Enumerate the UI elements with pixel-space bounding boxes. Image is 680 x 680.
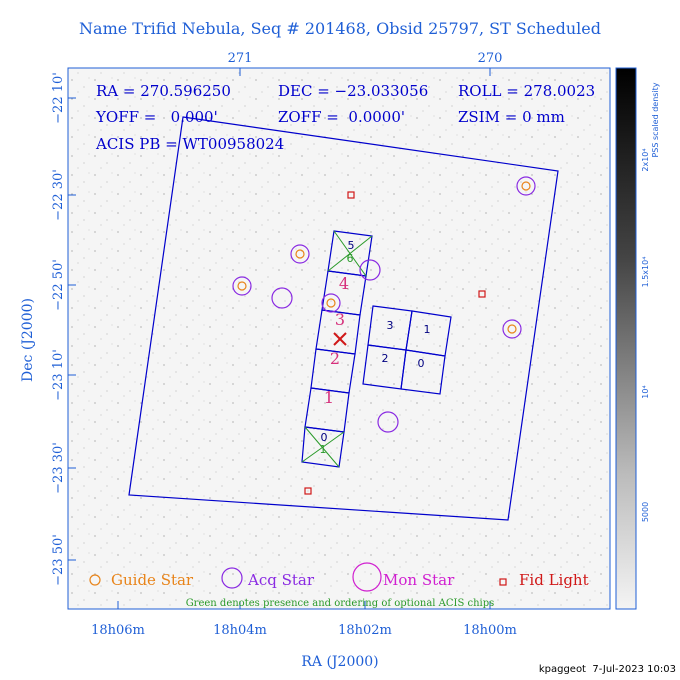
chip-order-label: 6 — [347, 252, 354, 265]
y-axis-title: Dec (J2000) — [20, 298, 36, 382]
legend-fid-symbol — [499, 578, 507, 586]
chip-label: 2 — [382, 352, 389, 365]
left-tick-marks — [68, 97, 76, 561]
x-axis-title: RA (J2000) — [301, 654, 378, 670]
colorbar-tick-label: 1.5x10⁴ — [641, 257, 650, 288]
colorbar-tick-label: 2x10⁴ — [641, 148, 650, 171]
acis-i-array — [362, 305, 452, 395]
plot-title: Name Trifid Nebula, Seq # 201468, Obsid … — [79, 19, 601, 38]
info-yoff: YOFF = 0.000' — [95, 108, 218, 126]
colorbar — [615, 67, 637, 610]
left-tick-label: −22 50' — [51, 259, 66, 311]
info-acis: ACIS PB = WT00958024 — [95, 135, 284, 153]
chip-label: 0 — [418, 357, 425, 370]
legend-note: Green denotes presence and ordering of o… — [186, 598, 495, 609]
bottom-tick-label: 18h02m — [338, 623, 392, 638]
bottom-tick-label: 18h00m — [463, 623, 517, 638]
colorbar-tick-label: 5000 — [641, 502, 650, 522]
info-roll: ROLL = 278.0023 — [458, 82, 595, 100]
legend-acq-label: Acq Star — [247, 571, 315, 589]
left-tick-label: −22 10' — [51, 72, 66, 124]
colorbar-tick-label: 10⁴ — [641, 385, 650, 398]
legend-fid-label: Fid Light — [519, 571, 589, 589]
ccd-label: 3 — [335, 310, 345, 329]
ccd-label: 1 — [324, 388, 334, 407]
legend-mon-symbol — [352, 562, 382, 592]
info-zoff: ZOFF = 0.0000' — [278, 108, 405, 126]
plot-frame — [67, 67, 611, 610]
legend-guide-label: Guide Star — [111, 571, 194, 589]
guide-stars — [232, 176, 536, 339]
aimpoint-marker — [333, 332, 347, 346]
legend-guide-symbol — [89, 574, 101, 586]
top-tick-label: 270 — [478, 51, 503, 66]
fid-lights — [304, 191, 486, 495]
info-ra: RA = 270.596250 — [96, 82, 231, 100]
chip-order-label: 1 — [320, 443, 327, 456]
top-tick-label: 271 — [228, 51, 253, 66]
bottom-tick-label: 18h06m — [91, 623, 145, 638]
info-zsim: ZSIM = 0 mm — [458, 108, 565, 126]
ccd-label: 2 — [330, 349, 340, 368]
ccd-label: 4 — [339, 274, 349, 293]
left-tick-label: −23 10' — [51, 349, 66, 401]
info-dec: DEC = −23.033056 — [278, 82, 428, 100]
left-tick-label: −23 50' — [51, 534, 66, 586]
left-tick-label: −23 30' — [51, 442, 66, 494]
chip-label: 0 — [321, 431, 328, 444]
chip-label: 3 — [387, 319, 394, 332]
footer-stamp: kpaggeot 7-Jul-2023 10:03 — [539, 664, 676, 675]
legend-acq-symbol — [221, 567, 243, 589]
bottom-tick-marks — [117, 601, 491, 609]
chip-label: 1 — [424, 323, 431, 336]
legend-mon-label: Mon Star — [383, 571, 455, 589]
aca-field-boundary — [128, 116, 559, 521]
bottom-tick-label: 18h04m — [213, 623, 267, 638]
left-tick-label: −22 30' — [51, 169, 66, 221]
acis-i-chip — [400, 349, 446, 395]
top-tick-marks — [239, 68, 491, 76]
acq-stars — [271, 259, 399, 433]
colorbar-label: PSS scaled density — [651, 82, 660, 157]
chip-label: 5 — [348, 239, 355, 252]
